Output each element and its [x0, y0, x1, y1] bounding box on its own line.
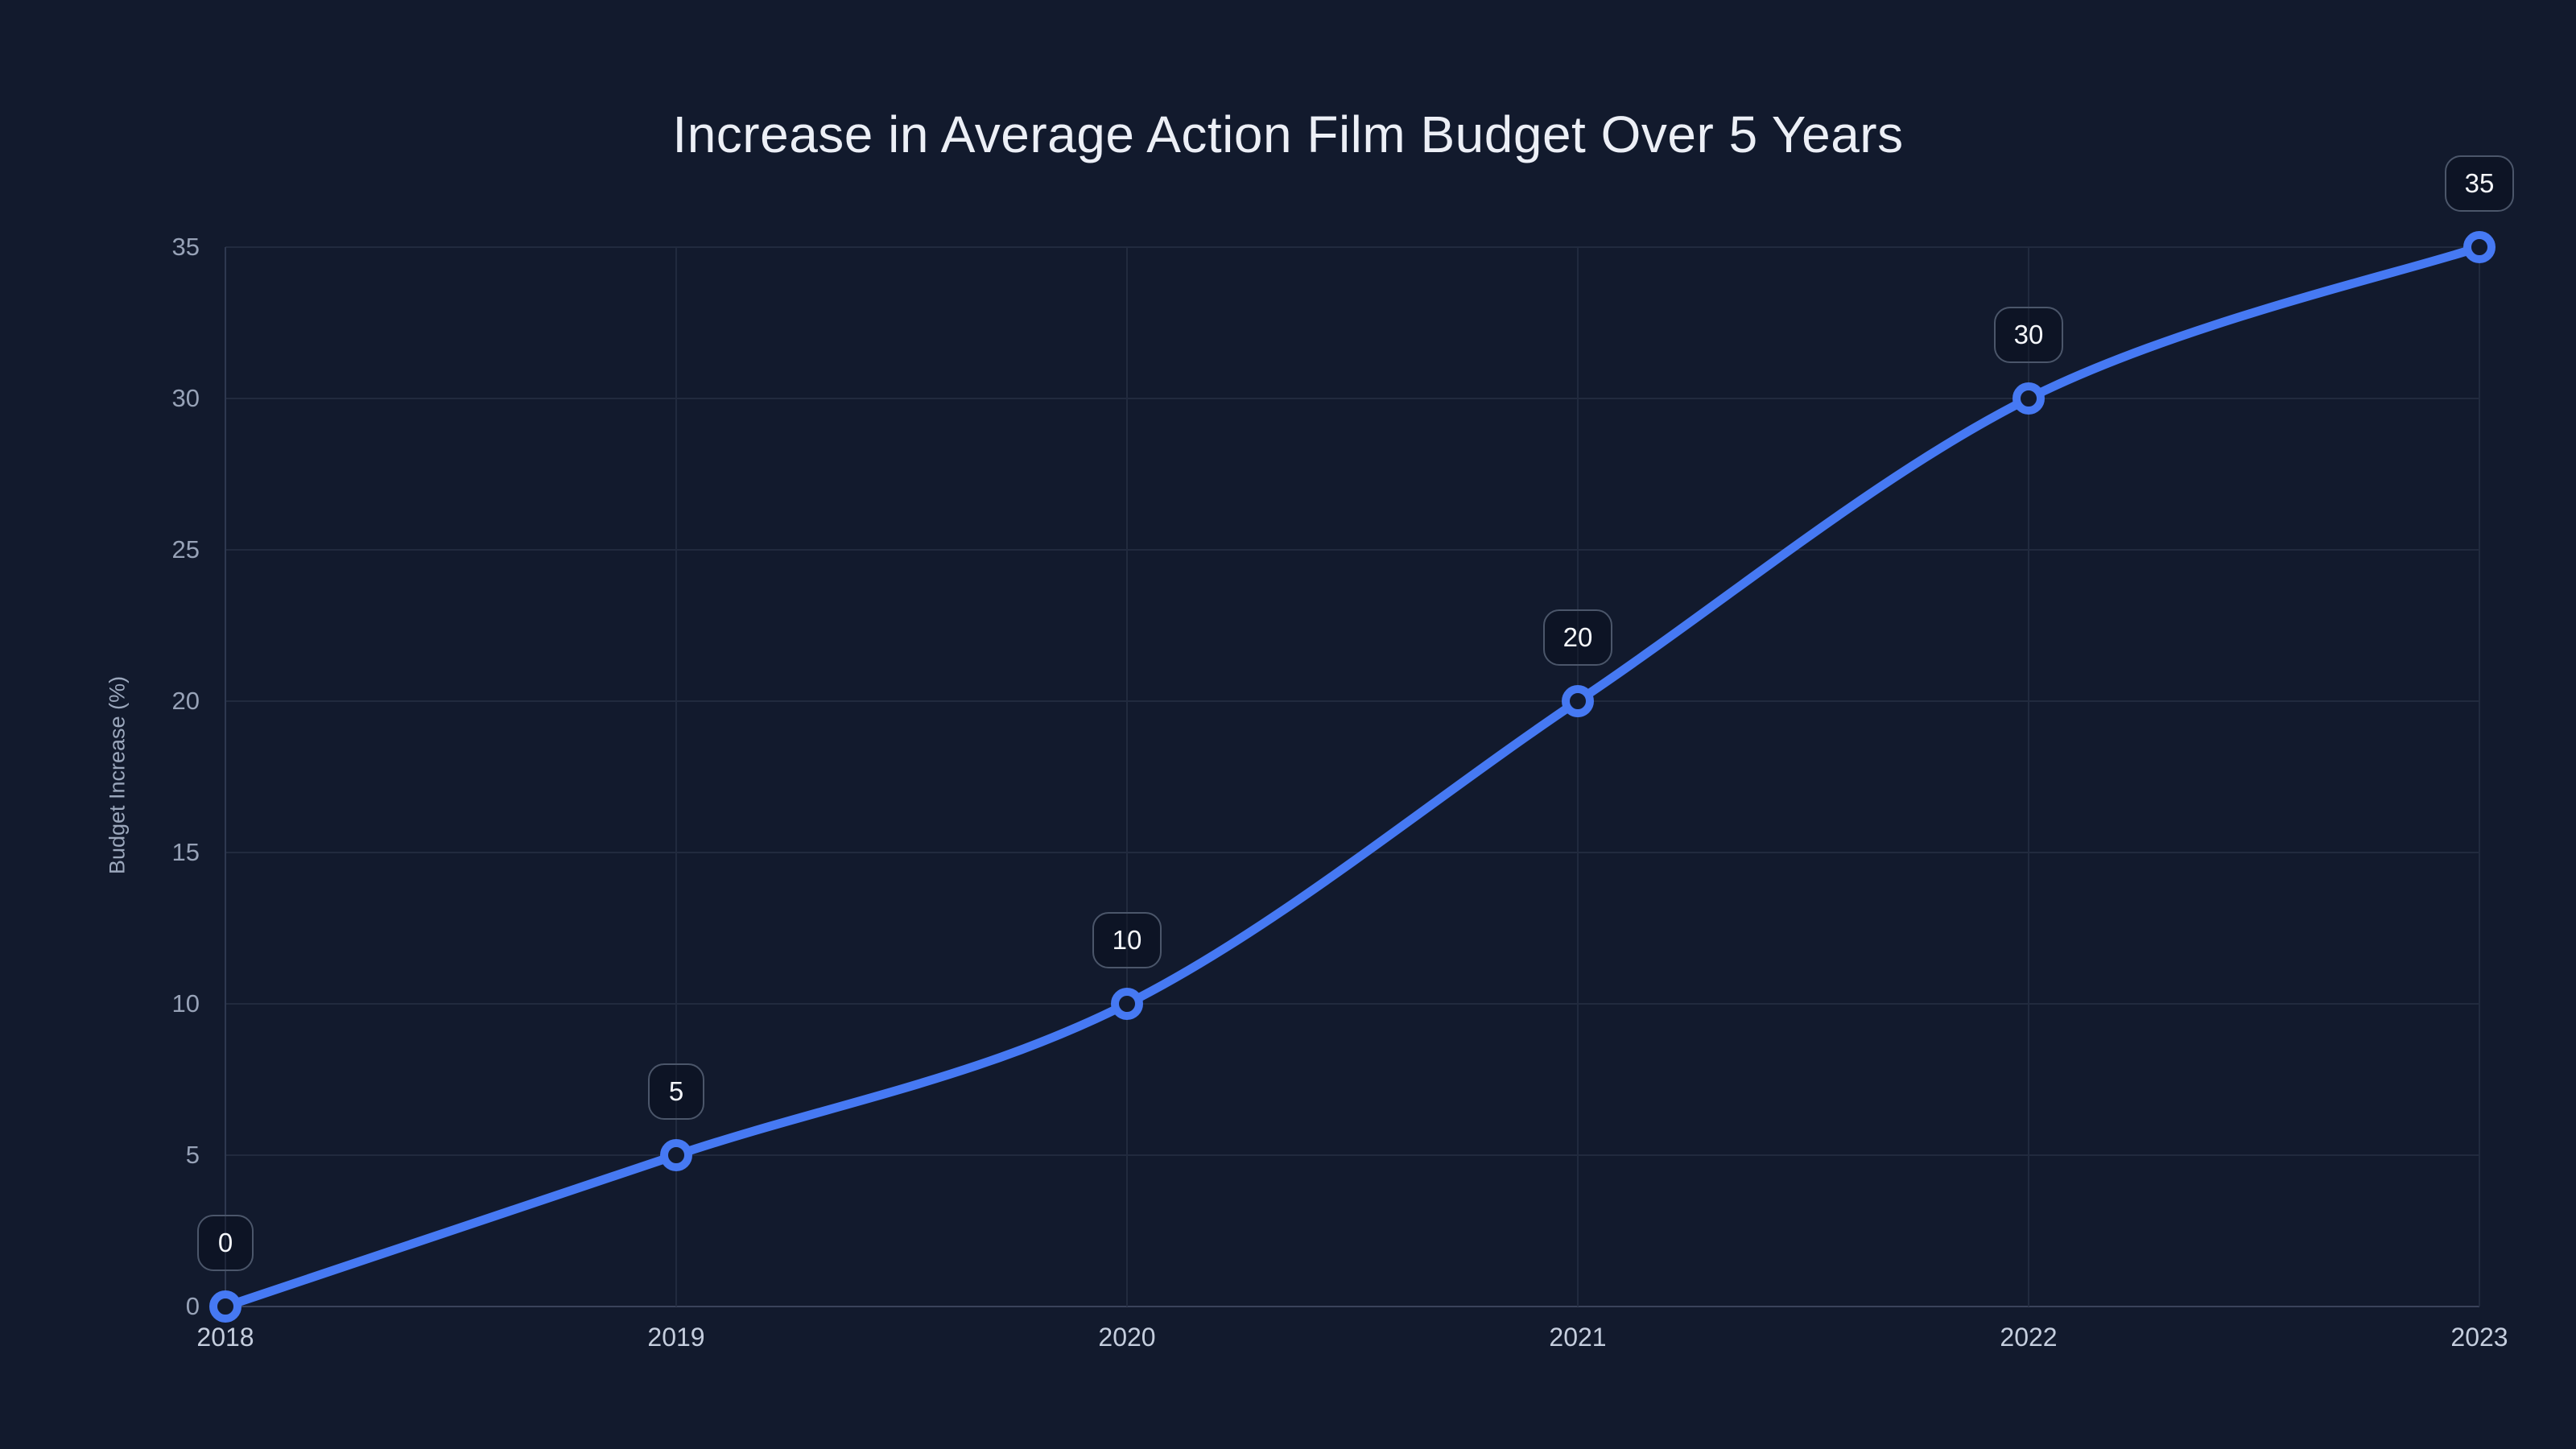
y-tick-label: 0 — [185, 1292, 200, 1320]
point-value-badge: 30 — [1994, 307, 2063, 363]
data-point-marker[interactable] — [660, 1139, 692, 1171]
point-value-badge: 35 — [2445, 155, 2514, 212]
x-tick-label: 2023 — [2450, 1323, 2508, 1352]
point-value-badge: 10 — [1092, 912, 1162, 968]
y-tick-label: 25 — [171, 535, 200, 564]
y-tick-label: 10 — [171, 989, 200, 1018]
x-tick-label: 2021 — [1549, 1323, 1607, 1352]
chart-title: Increase in Average Action Film Budget O… — [672, 105, 1904, 163]
data-point-marker[interactable] — [2463, 231, 2496, 263]
point-value-badge: 5 — [648, 1063, 704, 1120]
y-tick-label: 15 — [171, 838, 200, 866]
x-tick-label: 2019 — [647, 1323, 705, 1352]
y-tick-label: 5 — [185, 1141, 200, 1169]
point-value-badge: 20 — [1543, 609, 1612, 666]
series-line — [221, 242, 2484, 1311]
point-value-badge: 0 — [197, 1215, 254, 1271]
data-point-marker[interactable] — [2013, 382, 2045, 415]
y-tick-label: 30 — [171, 384, 200, 412]
data-point-marker[interactable] — [209, 1290, 242, 1323]
x-tick-label: 2018 — [196, 1323, 254, 1352]
data-point-marker[interactable] — [1111, 988, 1143, 1020]
x-tick-label: 2020 — [1098, 1323, 1156, 1352]
x-tick-label: 2022 — [2000, 1323, 2058, 1352]
y-tick-label: 35 — [171, 233, 200, 261]
data-point-marker[interactable] — [1562, 685, 1594, 717]
y-tick-label: 20 — [171, 687, 200, 715]
